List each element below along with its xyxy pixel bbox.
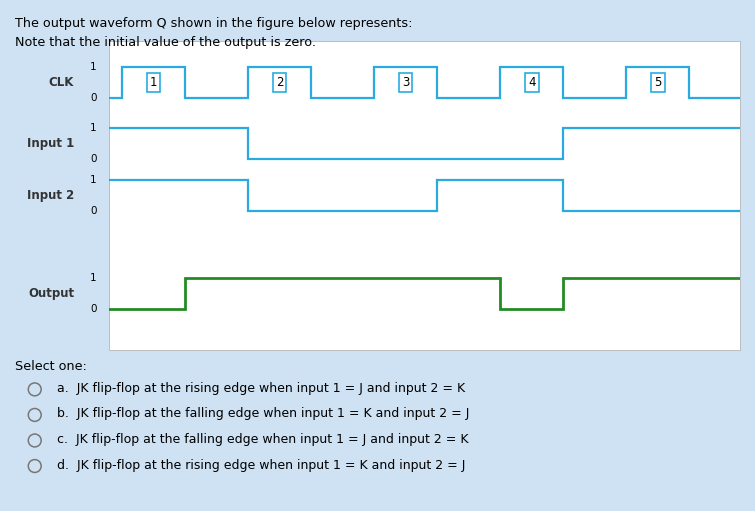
Text: 5: 5 — [655, 76, 661, 88]
Text: 0: 0 — [91, 154, 97, 165]
Text: 1: 1 — [91, 175, 97, 185]
Text: CLK: CLK — [49, 76, 74, 88]
Text: 3: 3 — [402, 76, 409, 88]
Text: Input 2: Input 2 — [27, 189, 74, 202]
Text: Output: Output — [28, 287, 74, 300]
Text: c.  JK flip-flop at the falling edge when input 1 = J and input 2 = K: c. JK flip-flop at the falling edge when… — [57, 433, 468, 446]
Text: 1: 1 — [91, 124, 97, 133]
Text: 1: 1 — [91, 62, 97, 72]
Text: d.  JK flip-flop at the rising edge when input 1 = K and input 2 = J: d. JK flip-flop at the rising edge when … — [57, 458, 465, 472]
Text: Input 1: Input 1 — [27, 137, 74, 150]
Text: Note that the initial value of the output is zero.: Note that the initial value of the outpu… — [15, 36, 316, 49]
Text: 2: 2 — [276, 76, 283, 88]
Text: 0: 0 — [91, 92, 97, 103]
Text: 0: 0 — [91, 304, 97, 314]
Text: The output waveform Q shown in the figure below represents:: The output waveform Q shown in the figur… — [15, 17, 412, 30]
Text: 1: 1 — [91, 273, 97, 283]
Text: 4: 4 — [528, 76, 535, 88]
Text: 1: 1 — [149, 76, 157, 88]
Text: a.  JK flip-flop at the rising edge when input 1 = J and input 2 = K: a. JK flip-flop at the rising edge when … — [57, 382, 465, 395]
Text: b.  JK flip-flop at the falling edge when input 1 = K and input 2 = J: b. JK flip-flop at the falling edge when… — [57, 407, 469, 421]
Text: Select one:: Select one: — [15, 360, 87, 373]
Text: 0: 0 — [91, 206, 97, 216]
